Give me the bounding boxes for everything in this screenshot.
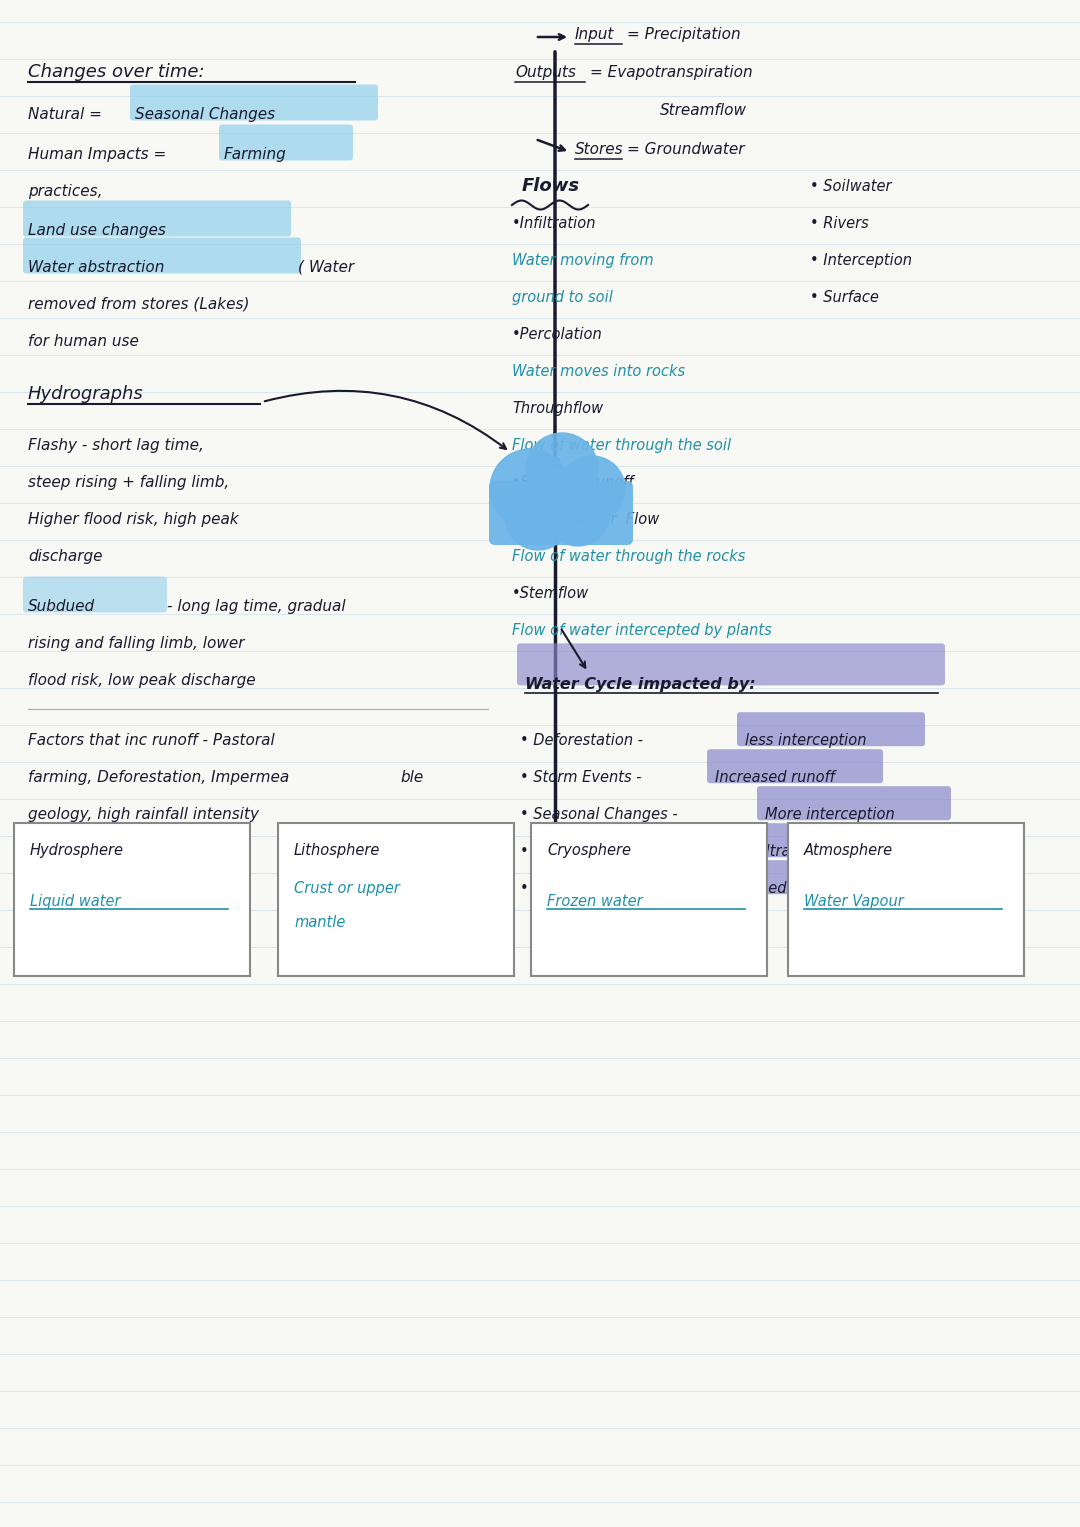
- Text: Land use changes: Land use changes: [28, 223, 166, 238]
- Text: Flow of water intercepted by plants: Flow of water intercepted by plants: [512, 623, 772, 638]
- Text: less infiltration: less infiltration: [710, 844, 819, 860]
- Text: Water: Water: [508, 481, 554, 495]
- Text: Farming: Farming: [224, 147, 287, 162]
- Text: = Groundwater: = Groundwater: [627, 142, 744, 157]
- FancyBboxPatch shape: [757, 786, 951, 820]
- Text: Human Impacts =: Human Impacts =: [28, 147, 171, 162]
- Text: Flow of water through the soil: Flow of water through the soil: [512, 438, 731, 454]
- Text: ( Water: ( Water: [298, 260, 354, 275]
- FancyBboxPatch shape: [707, 860, 895, 895]
- Text: Streamflow: Streamflow: [660, 102, 747, 118]
- Text: Hydrographs: Hydrographs: [28, 385, 144, 403]
- Text: • Interception: • Interception: [810, 253, 912, 269]
- Text: Water moves into rocks: Water moves into rocks: [512, 363, 685, 379]
- FancyBboxPatch shape: [788, 823, 1024, 976]
- Text: Water Cycle impacted by:: Water Cycle impacted by:: [525, 676, 756, 692]
- FancyBboxPatch shape: [14, 823, 249, 976]
- Text: Flows: Flows: [522, 177, 580, 195]
- Text: practices,: practices,: [28, 183, 103, 199]
- Text: for human use: for human use: [28, 334, 139, 350]
- Circle shape: [546, 484, 609, 547]
- Text: Liquid water: Liquid water: [30, 895, 121, 910]
- Text: mantle: mantle: [294, 916, 346, 930]
- Text: • Agriculture -: • Agriculture -: [519, 844, 624, 860]
- Text: farming, Deforestation, Impermea: farming, Deforestation, Impermea: [28, 770, 289, 785]
- FancyBboxPatch shape: [531, 823, 767, 976]
- Text: Atmosphere: Atmosphere: [804, 843, 893, 858]
- Text: ble: ble: [400, 770, 423, 785]
- Text: flood risk, low peak discharge: flood risk, low peak discharge: [28, 673, 256, 689]
- Text: Outputs: Outputs: [515, 66, 576, 79]
- FancyBboxPatch shape: [737, 712, 924, 747]
- Text: Lithosphere: Lithosphere: [294, 843, 380, 858]
- Text: less interception: less interception: [745, 733, 866, 748]
- Text: •Groundwater  Flow: •Groundwater Flow: [512, 512, 659, 527]
- Text: Factors that inc runoff - Pastoral: Factors that inc runoff - Pastoral: [28, 733, 274, 748]
- Circle shape: [505, 484, 571, 550]
- Text: •Surface  Runoff: •Surface Runoff: [512, 475, 633, 490]
- Text: Seasonal Changes: Seasonal Changes: [135, 107, 275, 122]
- Text: ground to soil: ground to soil: [512, 290, 612, 305]
- FancyBboxPatch shape: [219, 125, 353, 160]
- Text: Higher flood risk, high peak: Higher flood risk, high peak: [28, 512, 239, 527]
- Text: Cryosphere: Cryosphere: [546, 843, 631, 858]
- Text: •Infiltration: •Infiltration: [512, 215, 596, 231]
- Text: Natural =: Natural =: [28, 107, 107, 122]
- Text: Flashy - short lag time,: Flashy - short lag time,: [28, 438, 204, 454]
- Circle shape: [490, 449, 570, 528]
- Text: discharge: discharge: [28, 550, 103, 563]
- Text: = Evapotranspiration: = Evapotranspiration: [590, 66, 753, 79]
- Text: rising and falling limb, lower: rising and falling limb, lower: [28, 637, 244, 651]
- Text: • Seasonal Changes -: • Seasonal Changes -: [519, 806, 677, 822]
- Text: Water abstraction: Water abstraction: [28, 260, 164, 275]
- FancyBboxPatch shape: [702, 823, 878, 857]
- Text: • Urbanisation -: • Urbanisation -: [519, 881, 636, 896]
- Text: Input: Input: [575, 27, 615, 43]
- Text: Frozen water: Frozen water: [546, 895, 643, 910]
- FancyBboxPatch shape: [489, 481, 633, 545]
- Text: Stores: Stores: [575, 142, 623, 157]
- Text: Flow of water through the rocks: Flow of water through the rocks: [512, 550, 745, 563]
- Text: Crust or upper: Crust or upper: [294, 881, 400, 896]
- Text: • Surface: • Surface: [810, 290, 879, 305]
- Circle shape: [559, 457, 625, 522]
- Text: Throughflow: Throughflow: [512, 402, 603, 415]
- Circle shape: [526, 434, 598, 505]
- Text: Subdued: Subdued: [28, 599, 95, 614]
- Text: Water Vapour: Water Vapour: [804, 895, 904, 910]
- Text: More interception: More interception: [765, 806, 894, 822]
- Text: = Precipitation: = Precipitation: [627, 27, 741, 43]
- Text: geology, high rainfall intensity: geology, high rainfall intensity: [28, 806, 259, 822]
- Text: •Percolation: •Percolation: [512, 327, 603, 342]
- Text: removed from stores (Lakes): removed from stores (Lakes): [28, 296, 249, 312]
- Text: • Deforestation -: • Deforestation -: [519, 733, 643, 748]
- Text: • Rivers: • Rivers: [810, 215, 868, 231]
- Text: Cycle: Cycle: [513, 515, 554, 528]
- Text: - long lag time, gradual: - long lag time, gradual: [167, 599, 346, 614]
- Text: Increased runoff: Increased runoff: [715, 881, 835, 896]
- Text: Hydrosphere: Hydrosphere: [30, 843, 124, 858]
- FancyBboxPatch shape: [23, 238, 301, 273]
- FancyBboxPatch shape: [707, 750, 883, 783]
- Text: •Stemflow: •Stemflow: [512, 586, 589, 602]
- Text: • Soilwater: • Soilwater: [810, 179, 891, 194]
- FancyBboxPatch shape: [130, 84, 378, 121]
- Text: Increased runoff: Increased runoff: [715, 770, 835, 785]
- Text: • Storm Events -: • Storm Events -: [519, 770, 642, 785]
- FancyBboxPatch shape: [517, 643, 945, 686]
- FancyBboxPatch shape: [278, 823, 514, 976]
- Text: Water moving from: Water moving from: [512, 253, 653, 269]
- FancyBboxPatch shape: [23, 200, 291, 237]
- Text: steep rising + falling limb,: steep rising + falling limb,: [28, 475, 229, 490]
- FancyBboxPatch shape: [23, 577, 167, 612]
- Text: Changes over time:: Changes over time:: [28, 63, 204, 81]
